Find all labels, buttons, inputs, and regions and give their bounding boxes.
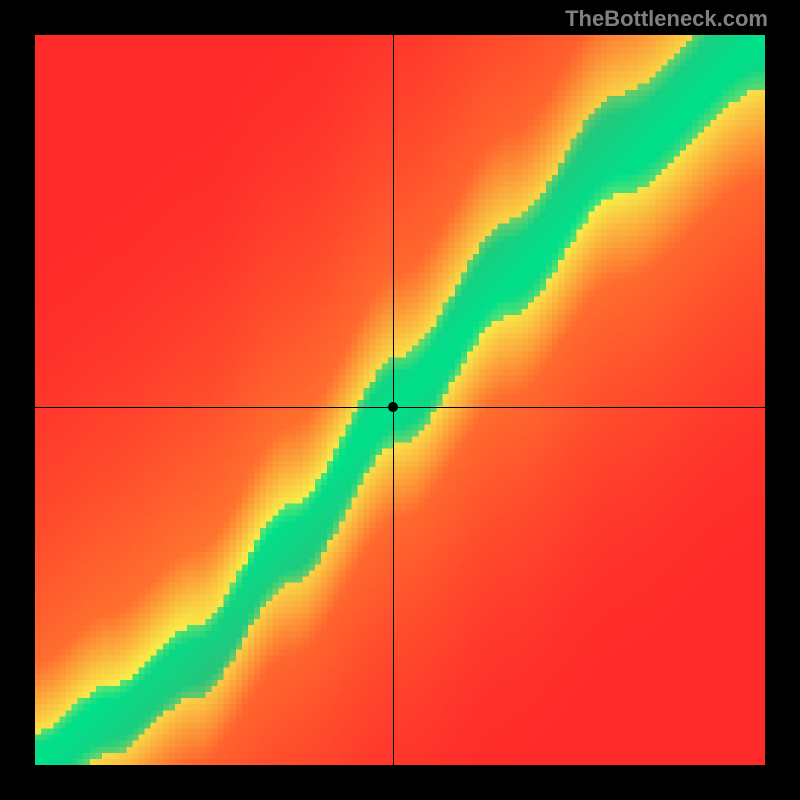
crosshair-horizontal [35,407,765,408]
heatmap-canvas [35,35,765,765]
attribution-text: TheBottleneck.com [565,6,768,32]
selection-marker [388,402,398,412]
bottleneck-heatmap [35,35,765,765]
crosshair-vertical [393,35,394,765]
